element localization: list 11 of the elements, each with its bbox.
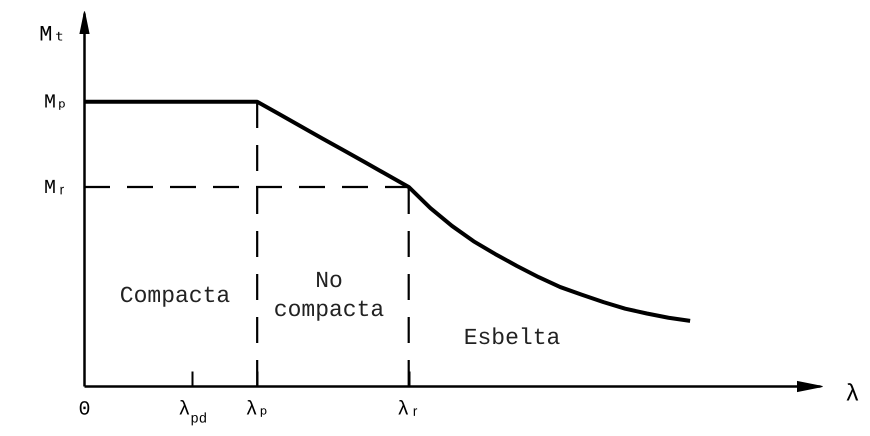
annotation: Compacta — [120, 283, 230, 309]
x-tick-label: λᵣ — [397, 398, 422, 422]
x-tick-label: λ$_{pd}$ — [178, 398, 208, 428]
annotation: Esbelta — [464, 325, 560, 351]
x-axis-title: λ — [845, 382, 860, 408]
annotation: Mₚ — [44, 92, 68, 115]
annotation: Mᵣ — [44, 176, 68, 200]
y-axis-title: Mₜ — [39, 22, 66, 48]
x-tick-label: 0 — [78, 398, 91, 422]
annotation: No compacta — [274, 268, 384, 323]
x-tick-label: λₚ — [246, 398, 270, 422]
